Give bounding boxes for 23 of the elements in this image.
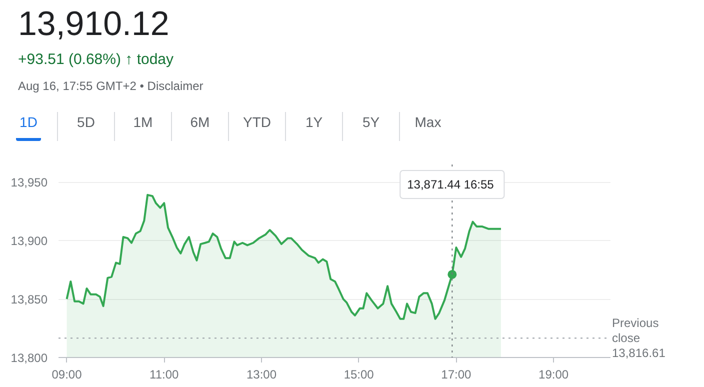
x-tick-label: 17:00 bbox=[441, 368, 472, 382]
text: YTD bbox=[242, 113, 272, 132]
text: 5Y bbox=[361, 113, 381, 132]
y-tick-label: 13,900 bbox=[10, 234, 48, 248]
text: 1D bbox=[16, 112, 42, 141]
chart-subtitle: +93.51 (0.68%) ↑ today bbox=[18, 50, 175, 70]
text: 1M bbox=[132, 113, 154, 132]
text: 1Y bbox=[304, 113, 324, 132]
chart-title: 13,910.12 bbox=[18, 4, 170, 44]
y-tick-label: 13,800 bbox=[10, 351, 48, 365]
text: Aug 16, 17:55 GMT+2 • Disclaimer bbox=[18, 78, 204, 94]
x-tick-label: 09:00 bbox=[52, 368, 82, 382]
annotation: 13,871.44 16:55 bbox=[407, 178, 494, 192]
text: 5D bbox=[76, 113, 96, 132]
x-tick-label: 11:00 bbox=[150, 368, 180, 382]
y-tick-label: 13,950 bbox=[10, 176, 48, 190]
x-tick-label: 13:00 bbox=[246, 368, 277, 382]
ref-line-label: Previous close 13,816.61 bbox=[612, 316, 666, 361]
text: 6M bbox=[189, 113, 211, 132]
text: Max bbox=[414, 113, 442, 132]
x-tick-label: 19:00 bbox=[538, 368, 569, 382]
y-tick-label: 13,850 bbox=[10, 292, 48, 307]
x-tick-label: 15:00 bbox=[344, 368, 374, 382]
